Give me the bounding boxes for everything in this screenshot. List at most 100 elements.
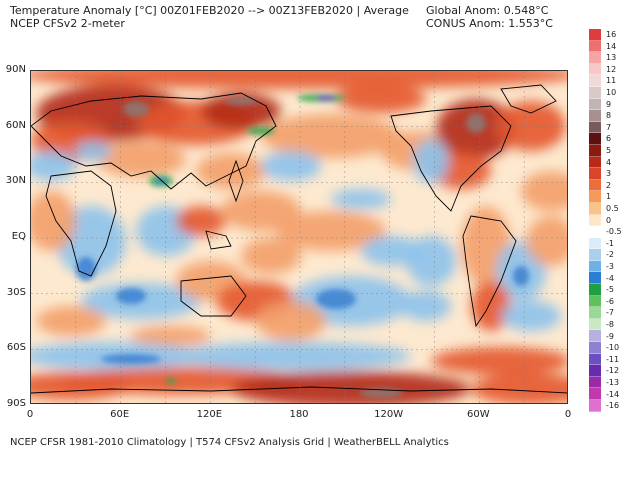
latitude-label: 90N [5, 64, 26, 75]
legend-label: -7 [606, 308, 614, 318]
legend-swatch [589, 191, 601, 203]
anomaly-region [413, 139, 449, 183]
longitude-label: 0 [564, 409, 572, 420]
coastline [45, 170, 117, 277]
anomaly-extreme [466, 113, 486, 133]
legend-swatch [589, 284, 601, 296]
legend-swatch [589, 144, 601, 157]
longitude-label: 60W [467, 409, 490, 420]
legend-label: -0.5 [606, 227, 622, 237]
coastline [205, 230, 232, 250]
legend-swatch [589, 237, 601, 250]
legend-swatch [589, 376, 601, 389]
legend-swatch [589, 133, 601, 145]
conus-anomaly: CONUS Anom: 1.553°C [426, 17, 553, 30]
global-anomaly: Global Anom: 0.548°C [426, 4, 549, 17]
latitude-label: 30N [5, 175, 26, 187]
anomaly-region [431, 347, 567, 375]
legend-label: -8 [606, 320, 614, 329]
anomaly-region [36, 306, 106, 336]
coastline [500, 84, 557, 114]
anomaly-field [31, 71, 567, 403]
legend-swatch [589, 156, 601, 169]
anomaly-region [196, 153, 266, 189]
anomaly-region [171, 342, 411, 370]
latitude-label: 60S [6, 342, 26, 354]
anomaly-region [221, 191, 301, 231]
longitude-label: 180 [289, 409, 309, 420]
longitude-label: 0 [26, 409, 34, 420]
anomaly-region [241, 238, 301, 274]
legend-label: -4 [606, 273, 614, 283]
anomaly-region [31, 151, 76, 181]
legend-label: -6 [606, 296, 614, 306]
anomaly-region [406, 236, 456, 286]
coastline [180, 275, 247, 317]
anomaly-extreme [155, 178, 167, 184]
legend-label: 0.5 [606, 204, 619, 213]
legend-swatch [589, 75, 601, 87]
anomaly-extreme [116, 288, 146, 304]
legend-swatch [589, 121, 601, 134]
legend-label: 9 [606, 99, 612, 109]
anomaly-extreme [513, 266, 529, 286]
anomaly-extremes [76, 94, 529, 398]
anomaly-region [131, 326, 211, 346]
legend-swatch [589, 214, 601, 227]
legend-label: 6 [606, 134, 612, 144]
anomaly-extreme [123, 101, 149, 117]
legend-label: -5 [606, 285, 614, 295]
legend-label: 11 [606, 76, 617, 86]
legend-label: 1 [606, 192, 612, 202]
legend-label: -2 [606, 250, 614, 260]
anomaly-region [75, 141, 111, 161]
legend-swatch [589, 400, 601, 412]
legend-label: -11 [606, 354, 620, 364]
legend-label: 12 [606, 64, 617, 74]
legend-swatch [589, 98, 601, 111]
legend-swatch [589, 388, 601, 400]
legend-swatch [589, 179, 601, 192]
legend-label: 10 [606, 88, 617, 97]
legend-swatch [589, 249, 601, 261]
anomaly-region [31, 191, 76, 251]
anomaly-extreme [225, 97, 257, 105]
coastline [31, 386, 567, 394]
anomaly-region [96, 141, 186, 177]
anomaly-map-canvas [31, 71, 567, 403]
legend-label: 0 [606, 215, 612, 225]
anomaly-region [526, 216, 567, 266]
legend-label: 7 [606, 122, 612, 132]
longitude-label: 120E [196, 409, 223, 420]
map-gridlines [31, 71, 567, 403]
legend-swatch [589, 202, 601, 215]
legend-label: -10 [606, 343, 620, 353]
anomaly-region [331, 189, 391, 209]
longitude-label: 120W [374, 409, 404, 420]
anomaly-region [256, 301, 326, 341]
legend-swatch [589, 318, 601, 331]
anomaly-extreme [316, 95, 336, 101]
anomaly-extreme [247, 127, 275, 135]
legend-swatch [589, 226, 601, 238]
map-title: Temperature Anomaly [°C] 00Z01FEB2020 --… [10, 4, 409, 17]
latitude-label: 30S [6, 286, 26, 298]
legend-label: -16 [606, 401, 620, 411]
anomaly-region [471, 373, 567, 403]
coastlines [31, 84, 567, 394]
anomaly-extreme [101, 354, 161, 364]
legend-label: -12 [606, 366, 620, 376]
legend-swatch [589, 295, 601, 308]
anomaly-region [521, 171, 567, 211]
anomaly-region [231, 371, 471, 403]
map-subtitle: NCEP CFSv2 2-meter [10, 17, 125, 30]
latitude-label: 90S [6, 398, 26, 409]
legend-label: 3 [606, 169, 612, 179]
anomaly-region [361, 236, 421, 266]
legend-label: -3 [606, 262, 614, 271]
legend-swatch [589, 110, 601, 122]
legend-swatch [589, 342, 601, 354]
anomaly-extreme [316, 289, 356, 309]
legend-swatch [589, 365, 601, 377]
legend-swatch [589, 86, 601, 99]
